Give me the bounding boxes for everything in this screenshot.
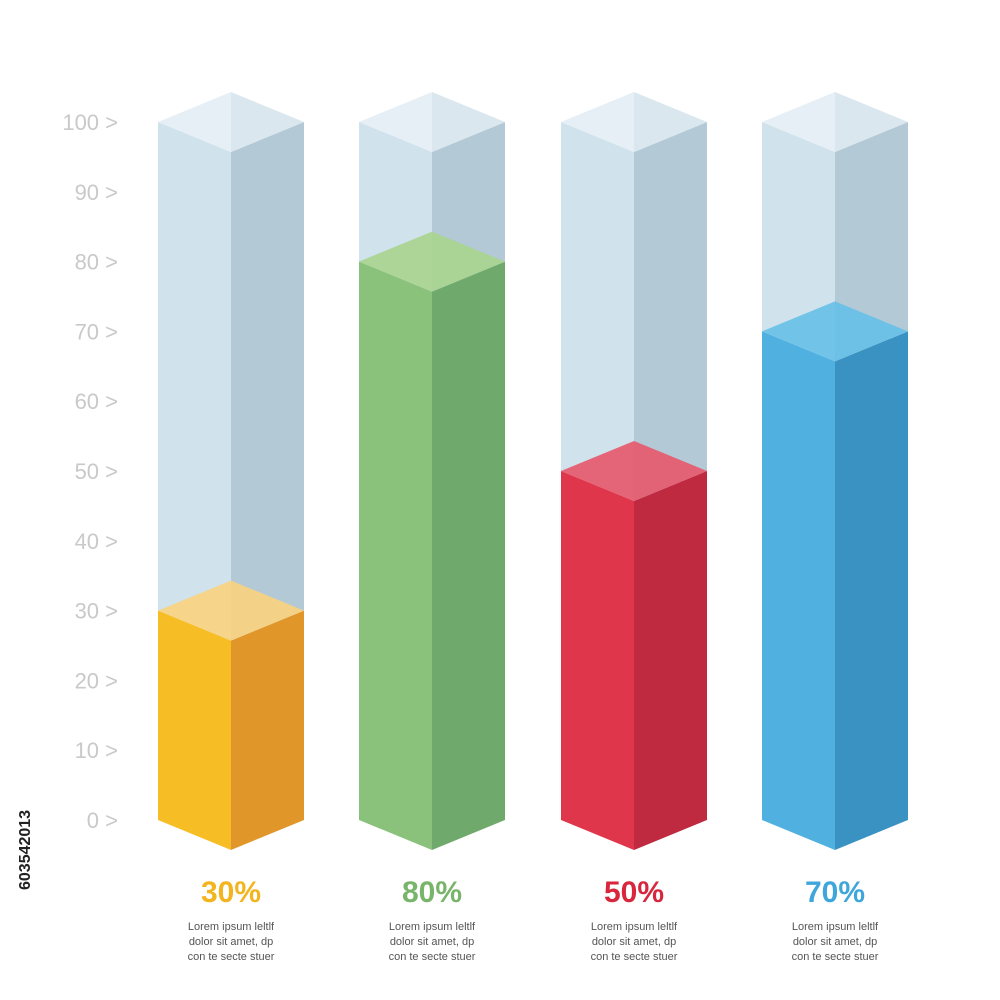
bar-left-face <box>762 331 835 850</box>
y-tick-label: 50 > <box>75 459 118 484</box>
bar-description-line: Lorem ipsum leltlf <box>591 921 678 933</box>
bar-description-line: con te secte stuer <box>591 951 678 963</box>
y-tick-label: 0 > <box>87 808 118 833</box>
bar-description-line: con te secte stuer <box>188 951 275 963</box>
empty-column-right-face <box>835 122 908 362</box>
bar-description-line: con te secte stuer <box>792 951 879 963</box>
bar-left-face <box>158 610 231 850</box>
bar-description-line: dolor sit amet, dp <box>592 936 676 948</box>
bar-right-face <box>432 261 505 851</box>
y-tick-label: 40 > <box>75 529 118 554</box>
y-axis: 0 > 10 > 20 > 30 > 40 > 50 > 60 > 70 > 80 > 90 > 1… <box>62 110 118 833</box>
empty-column-top-left <box>158 92 231 152</box>
bar-description-line: dolor sit amet, dp <box>390 936 474 948</box>
bars <box>158 92 908 851</box>
empty-column-left-face <box>762 122 835 362</box>
y-tick-label: 10 > <box>75 738 118 763</box>
bar-description-line: Lorem ipsum leltlf <box>188 921 275 933</box>
y-tick-label: 70 > <box>75 319 118 344</box>
bar-percent-label: 30% <box>201 876 261 909</box>
bar-column <box>561 92 707 850</box>
bar-right-face <box>231 610 304 850</box>
empty-column-top-right <box>835 92 908 152</box>
bar-labels: 30% Lorem ipsum leltlf dolor sit amet, dp c… <box>188 876 879 963</box>
empty-column-left-face <box>561 122 634 501</box>
bar-top-face <box>359 231 505 292</box>
bar-top-face <box>762 301 908 362</box>
bar-column <box>762 92 908 850</box>
empty-column-top-left <box>359 92 432 152</box>
empty-column-left-face <box>158 122 231 641</box>
bar-description-line: Lorem ipsum leltlf <box>389 921 476 933</box>
y-tick-label: 60 > <box>75 389 118 414</box>
empty-column-top-right <box>432 92 505 152</box>
empty-column-top-left <box>561 92 634 152</box>
bar-right-face <box>835 331 908 850</box>
bar-top-face <box>158 580 304 641</box>
bar-column <box>359 92 505 851</box>
empty-column-top-right <box>231 92 304 152</box>
bar-column <box>158 92 304 850</box>
y-tick-label: 20 > <box>75 668 118 693</box>
empty-column-right-face <box>231 122 304 641</box>
empty-column-top-left <box>762 92 835 152</box>
bar-top-face <box>561 441 707 501</box>
bar-description-line: dolor sit amet, dp <box>189 936 273 948</box>
y-tick-label: 100 > <box>62 110 118 135</box>
bar-percent-label: 80% <box>402 876 462 909</box>
empty-column-right-face <box>634 122 707 501</box>
bar-description-line: con te secte stuer <box>389 951 476 963</box>
bar-right-face <box>634 471 707 850</box>
y-tick-label: 30 > <box>75 599 118 624</box>
bar-left-face <box>561 471 634 850</box>
y-tick-label: 90 > <box>75 180 118 205</box>
stock-id-text: 603542013 <box>17 810 34 890</box>
bar-percent-label: 50% <box>604 876 664 909</box>
empty-column-top-right <box>634 92 707 152</box>
bar-description-line: Lorem ipsum leltlf <box>792 921 879 933</box>
bar-description-line: dolor sit amet, dp <box>793 936 877 948</box>
bar-percent-label: 70% <box>805 876 865 909</box>
bar-left-face <box>359 261 432 851</box>
y-tick-label: 80 > <box>75 250 118 275</box>
